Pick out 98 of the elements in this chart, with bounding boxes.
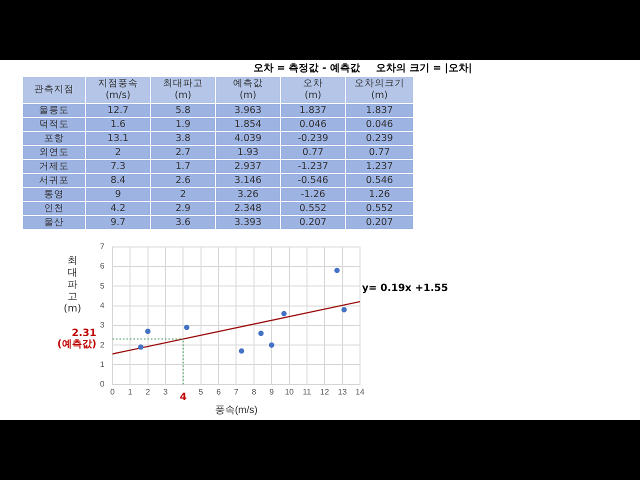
text: 덕적도: [39, 119, 69, 130]
text: 1.26: [368, 189, 390, 200]
text: 0.77: [302, 147, 324, 158]
text: 3.8: [175, 133, 191, 144]
text: 5.8: [175, 105, 191, 116]
x-tick-label: 6: [216, 387, 222, 396]
text: 0.046: [299, 119, 327, 130]
category-label: 오차 (m): [280, 76, 346, 104]
text: 0.546: [366, 175, 394, 186]
point: [268, 342, 274, 348]
text: -0.546: [298, 175, 328, 186]
point: [258, 330, 264, 336]
x-tick-label: 5: [198, 387, 204, 396]
ref-line-label: 2.31 (예측값): [57, 328, 96, 350]
text: 거제도: [39, 161, 69, 172]
x-axis-title: 풍속(m/s): [214, 404, 258, 416]
text: 오차의 크기 = |오차|: [376, 63, 472, 74]
x-tick-label: 8: [252, 387, 257, 396]
text: 2.6: [175, 175, 191, 186]
y-tick-label: 0: [100, 380, 105, 389]
text: 1.837: [299, 105, 327, 116]
text: -1.237: [298, 161, 328, 172]
text: 9: [114, 189, 122, 200]
text: 1.7: [175, 161, 191, 172]
x-tick-label: 3: [163, 387, 168, 396]
point: [184, 324, 190, 330]
x-tick-label: 7: [234, 387, 239, 396]
text: 9.7: [110, 217, 126, 228]
y-tick-label: 7: [100, 242, 105, 252]
text: 0.207: [366, 217, 394, 228]
point: [334, 268, 340, 274]
text: -1.26: [300, 189, 326, 200]
ref-line-label: 4: [180, 392, 187, 403]
text: 0.207: [299, 217, 327, 228]
x-tick-label: 13: [338, 387, 348, 396]
text: 0.552: [299, 203, 327, 214]
x-tick-label: 2: [146, 387, 151, 396]
y-tick-label: 1: [100, 360, 105, 369]
text: 0.552: [366, 203, 394, 214]
text: 2: [114, 147, 122, 158]
text: 13.1: [107, 133, 129, 144]
text: 2.348: [234, 203, 262, 214]
text: 1.9: [175, 119, 191, 130]
text: 통영: [44, 189, 64, 200]
text: 1.93: [237, 147, 259, 158]
x-tick-label: 14: [356, 387, 365, 396]
category-label: 관측지점: [22, 76, 86, 104]
category-label: 예측값 (m): [216, 76, 280, 104]
text: 오차 = 측정값 - 예측값: [253, 63, 360, 74]
y-axis-title: 최대파고(m): [64, 255, 82, 314]
category-label: 최대파고 (m): [150, 76, 216, 104]
y-tick-label: 6: [100, 262, 105, 271]
text: 외연도: [39, 147, 69, 158]
text: 포항: [44, 133, 64, 144]
category-label: 오차의크기 (m): [346, 76, 414, 104]
text: 4.039: [234, 133, 262, 144]
text: 1.854: [234, 119, 262, 130]
text: 2.937: [234, 161, 262, 172]
text: 3.146: [234, 175, 262, 186]
x-tick-label: 12: [320, 387, 330, 396]
text: 서귀포: [39, 175, 69, 186]
text: 3.963: [234, 105, 262, 116]
text: 0.77: [368, 147, 390, 158]
x-tick-label: 10: [284, 387, 294, 396]
text: 인천: [44, 203, 64, 214]
point: [341, 307, 347, 312]
text: 3.6: [175, 217, 191, 228]
text: 0.046: [366, 119, 394, 130]
text: 1.6: [110, 119, 126, 130]
text: 울산: [44, 217, 64, 228]
point: [138, 344, 144, 350]
text: 12.7: [107, 105, 129, 116]
text: 2: [180, 189, 186, 200]
text: 4.2: [110, 203, 126, 214]
text: 2.9: [175, 203, 191, 214]
annotation: y= 0.19x +1.55: [362, 283, 448, 294]
x-tick-label: 9: [269, 387, 274, 396]
point: [281, 310, 287, 316]
text: 1.237: [366, 161, 394, 172]
category-label: 지점풍속 (m/s): [86, 76, 150, 104]
text: 7.3: [110, 161, 126, 172]
text: 2.7: [175, 147, 191, 158]
text: 1.837: [366, 105, 394, 116]
point: [145, 328, 151, 334]
x-tick-label: 11: [302, 387, 312, 396]
text: -0.239: [298, 133, 328, 144]
text: 8.4: [110, 175, 126, 186]
y-tick-label: 5: [100, 281, 105, 290]
point: [238, 348, 244, 354]
y-tick-label: 4: [100, 300, 105, 310]
text: 울릉도: [39, 105, 69, 116]
x-tick-label: 0: [110, 387, 116, 396]
text: 3.26: [237, 189, 259, 200]
x-tick-label: 1: [128, 387, 133, 396]
text: 3.393: [234, 217, 262, 228]
y-tick-label: 2: [100, 340, 105, 350]
text: 0.239: [366, 133, 394, 144]
y-tick-label: 3: [100, 320, 105, 330]
